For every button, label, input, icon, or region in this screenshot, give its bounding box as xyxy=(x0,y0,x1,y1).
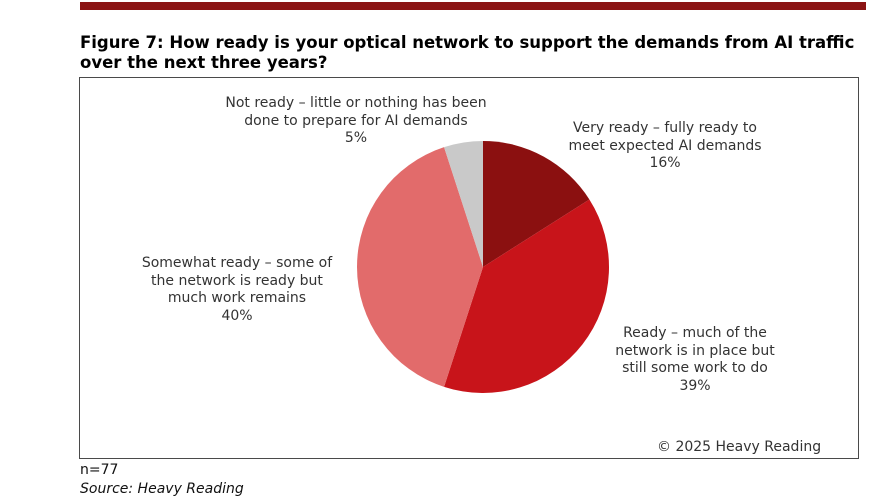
slice-label-not-ready: Not ready – little or nothing has been d… xyxy=(225,95,487,146)
pie-slice-very-ready xyxy=(483,141,590,267)
figure-title: Figure 7: How ready is your optical netw… xyxy=(80,33,855,72)
slice-label-ready: Ready – much of the network is in place … xyxy=(615,325,775,394)
slice-label-somewhat-ready: Somewhat ready – some of the network is … xyxy=(141,255,333,324)
slice-label-very-ready: Very ready – fully ready to meet expecte… xyxy=(568,120,762,171)
pie-slice-not-ready xyxy=(444,141,483,267)
copyright-note: © 2025 Heavy Reading xyxy=(657,439,822,455)
source-note: Source: Heavy Reading xyxy=(80,481,244,497)
top-rule xyxy=(80,2,866,10)
chart-frame xyxy=(79,77,859,459)
pie-slice-somewhat-ready xyxy=(357,147,483,387)
sample-size-note: n=77 xyxy=(80,462,119,478)
pie-slice-ready xyxy=(444,199,610,393)
